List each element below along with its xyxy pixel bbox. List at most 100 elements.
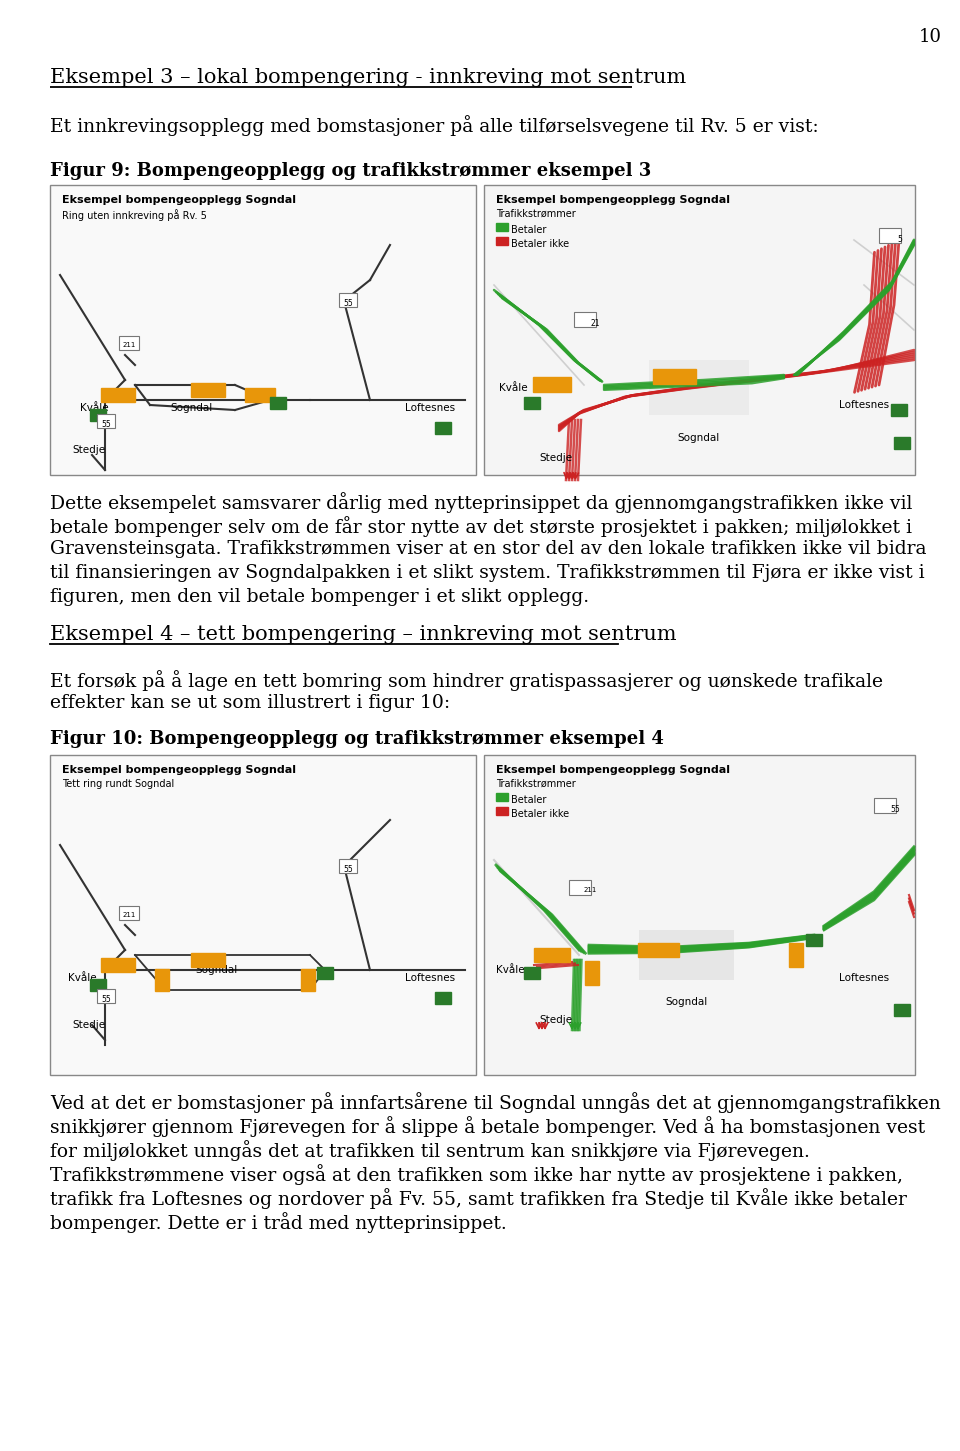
Text: 55: 55 bbox=[343, 865, 353, 874]
Text: betale bompenger selv om de får stor nytte av det største prosjektet i pakken; m: betale bompenger selv om de får stor nyt… bbox=[50, 517, 912, 537]
Bar bbox=[484, 184, 915, 474]
Text: 211: 211 bbox=[584, 887, 597, 892]
Text: for miljølokket unngås det at trafikken til sentrum kan snikkjøre via Fjørevegen: for miljølokket unngås det at trafikken … bbox=[50, 1140, 810, 1161]
Text: 21: 21 bbox=[590, 319, 600, 328]
Bar bbox=[317, 966, 333, 979]
Text: effekter kan se ut som illustrert i figur 10:: effekter kan se ut som illustrert i figu… bbox=[50, 694, 450, 712]
Text: Loftesnes: Loftesnes bbox=[405, 974, 455, 982]
Text: til finansieringen av Sogndalpakken i et slikt system. Trafikkstrømmen til Fjøra: til finansieringen av Sogndalpakken i et… bbox=[50, 564, 924, 582]
Text: Eksempel bompengeopplegg Sogndal: Eksempel bompengeopplegg Sogndal bbox=[496, 765, 730, 775]
Bar bbox=[874, 798, 896, 813]
Text: 55: 55 bbox=[890, 805, 900, 814]
Text: Trafikkstrømmer: Trafikkstrømmer bbox=[496, 779, 576, 789]
Bar bbox=[90, 409, 106, 421]
Bar bbox=[496, 807, 508, 815]
Text: Eksempel bompengeopplegg Sogndal: Eksempel bompengeopplegg Sogndal bbox=[62, 194, 296, 205]
Text: Figur 9: Bompengeopplegg og trafikkstrømmer eksempel 3: Figur 9: Bompengeopplegg og trafikkstrøm… bbox=[50, 163, 651, 180]
Bar bbox=[638, 943, 679, 958]
Bar bbox=[97, 990, 115, 1003]
Text: 211: 211 bbox=[122, 913, 135, 918]
Text: Eksempel 4 – tett bompengering – innkreving mot sentrum: Eksempel 4 – tett bompengering – innkrev… bbox=[50, 625, 677, 644]
Text: Ved at det er bomstasjoner på innfartsårene til Sogndal unngås det at gjennomgan: Ved at det er bomstasjoner på innfartsår… bbox=[50, 1093, 941, 1113]
Text: Sogndal: Sogndal bbox=[195, 965, 237, 975]
Bar bbox=[191, 383, 225, 398]
Bar bbox=[894, 1004, 910, 1016]
Bar bbox=[894, 437, 910, 448]
Text: Sogndal: Sogndal bbox=[678, 432, 720, 443]
Text: Stedje: Stedje bbox=[72, 1020, 106, 1030]
Bar bbox=[101, 387, 135, 402]
Text: 55: 55 bbox=[343, 299, 353, 308]
Bar bbox=[496, 794, 508, 801]
Bar bbox=[339, 859, 357, 874]
Bar bbox=[435, 422, 451, 434]
Bar bbox=[891, 403, 907, 416]
Text: Trafikkstrømmer: Trafikkstrømmer bbox=[496, 209, 576, 219]
Bar bbox=[119, 905, 139, 920]
Bar bbox=[639, 930, 734, 979]
Bar bbox=[524, 398, 540, 409]
Text: Dette eksempelet samsvarer dårlig med nytteprinsippet da gjennomgangstrafikken i: Dette eksempelet samsvarer dårlig med ny… bbox=[50, 492, 912, 514]
Bar bbox=[301, 969, 315, 991]
Text: Figur 10: Bompengeopplegg og trafikkstrømmer eksempel 4: Figur 10: Bompengeopplegg og trafikkstrø… bbox=[50, 730, 664, 749]
Text: Kvåle: Kvåle bbox=[80, 403, 108, 414]
Bar bbox=[97, 414, 115, 428]
Text: Loftesnes: Loftesnes bbox=[405, 403, 455, 414]
Text: Eksempel bompengeopplegg Sogndal: Eksempel bompengeopplegg Sogndal bbox=[62, 765, 296, 775]
Bar bbox=[879, 228, 901, 242]
Text: Sogndal: Sogndal bbox=[170, 403, 212, 414]
Bar bbox=[806, 934, 822, 946]
Bar bbox=[191, 953, 225, 966]
Text: 5: 5 bbox=[898, 235, 902, 244]
Text: Kvåle: Kvåle bbox=[496, 965, 524, 975]
Text: Stedje: Stedje bbox=[539, 453, 572, 463]
Text: figuren, men den vil betale bompenger i et slikt opplegg.: figuren, men den vil betale bompenger i … bbox=[50, 588, 589, 607]
Bar bbox=[585, 961, 599, 985]
Text: 55: 55 bbox=[101, 995, 110, 1004]
Bar bbox=[50, 184, 476, 474]
Text: Betaler: Betaler bbox=[511, 225, 546, 235]
Text: snikkjører gjennom Fjørevegen for å slippe å betale bompenger. Ved å ha bomstasj: snikkjører gjennom Fjørevegen for å slip… bbox=[50, 1116, 925, 1138]
Text: Tett ring rundt Sogndal: Tett ring rundt Sogndal bbox=[62, 779, 175, 789]
Bar bbox=[90, 979, 106, 991]
Text: Eksempel 3 – lokal bompengering - innkreving mot sentrum: Eksempel 3 – lokal bompengering - innkre… bbox=[50, 68, 686, 87]
Text: 55: 55 bbox=[101, 419, 110, 429]
Text: Betaler: Betaler bbox=[511, 795, 546, 805]
Text: bompenger. Dette er i tråd med nytteprinsippet.: bompenger. Dette er i tråd med nytteprin… bbox=[50, 1212, 507, 1233]
Bar bbox=[119, 337, 139, 350]
Bar bbox=[496, 237, 508, 245]
Bar bbox=[569, 879, 591, 895]
Text: Et forsøk på å lage en tett bomring som hindrer gratispassasjerer og uønskede tr: Et forsøk på å lage en tett bomring som … bbox=[50, 670, 883, 691]
Text: Stedje: Stedje bbox=[72, 445, 106, 456]
Text: Loftesnes: Loftesnes bbox=[839, 400, 889, 411]
Bar bbox=[50, 755, 476, 1075]
Bar bbox=[245, 387, 275, 402]
Bar bbox=[339, 293, 357, 308]
Bar bbox=[484, 755, 915, 1075]
Text: Eksempel bompengeopplegg Sogndal: Eksempel bompengeopplegg Sogndal bbox=[496, 194, 730, 205]
Text: Et innkrevingsopplegg med bomstasjoner på alle tilførselsvegene til Rv. 5 er vis: Et innkrevingsopplegg med bomstasjoner p… bbox=[50, 115, 819, 136]
Bar bbox=[574, 312, 596, 326]
Text: 10: 10 bbox=[919, 28, 942, 46]
Text: Trafikkstrømmene viser også at den trafikken som ikke har nytte av prosjektene i: Trafikkstrømmene viser også at den trafi… bbox=[50, 1164, 903, 1185]
Bar bbox=[649, 360, 749, 415]
Text: Stedje: Stedje bbox=[539, 1016, 572, 1024]
Text: Ring uten innkreving på Rv. 5: Ring uten innkreving på Rv. 5 bbox=[62, 209, 206, 221]
Bar bbox=[101, 958, 135, 972]
Bar bbox=[155, 969, 169, 991]
Text: Sogndal: Sogndal bbox=[665, 997, 708, 1007]
Text: trafikk fra Loftesnes og nordover på Fv. 55, samt trafikken fra Stedje til Kvåle: trafikk fra Loftesnes og nordover på Fv.… bbox=[50, 1188, 907, 1209]
Text: Kvåle: Kvåle bbox=[499, 383, 528, 393]
Text: Betaler ikke: Betaler ikke bbox=[511, 239, 569, 250]
Bar bbox=[524, 966, 540, 979]
Text: Gravensteinsgata. Trafikkstrømmen viser at en stor del av den lokale trafikken i: Gravensteinsgata. Trafikkstrømmen viser … bbox=[50, 540, 926, 559]
Bar bbox=[435, 992, 451, 1004]
Bar bbox=[496, 223, 508, 231]
Text: Betaler ikke: Betaler ikke bbox=[511, 810, 569, 818]
Text: 211: 211 bbox=[122, 342, 135, 348]
Bar bbox=[653, 369, 696, 385]
Text: Loftesnes: Loftesnes bbox=[839, 974, 889, 982]
Bar bbox=[533, 377, 571, 392]
Bar bbox=[789, 943, 803, 966]
Bar bbox=[270, 398, 286, 409]
